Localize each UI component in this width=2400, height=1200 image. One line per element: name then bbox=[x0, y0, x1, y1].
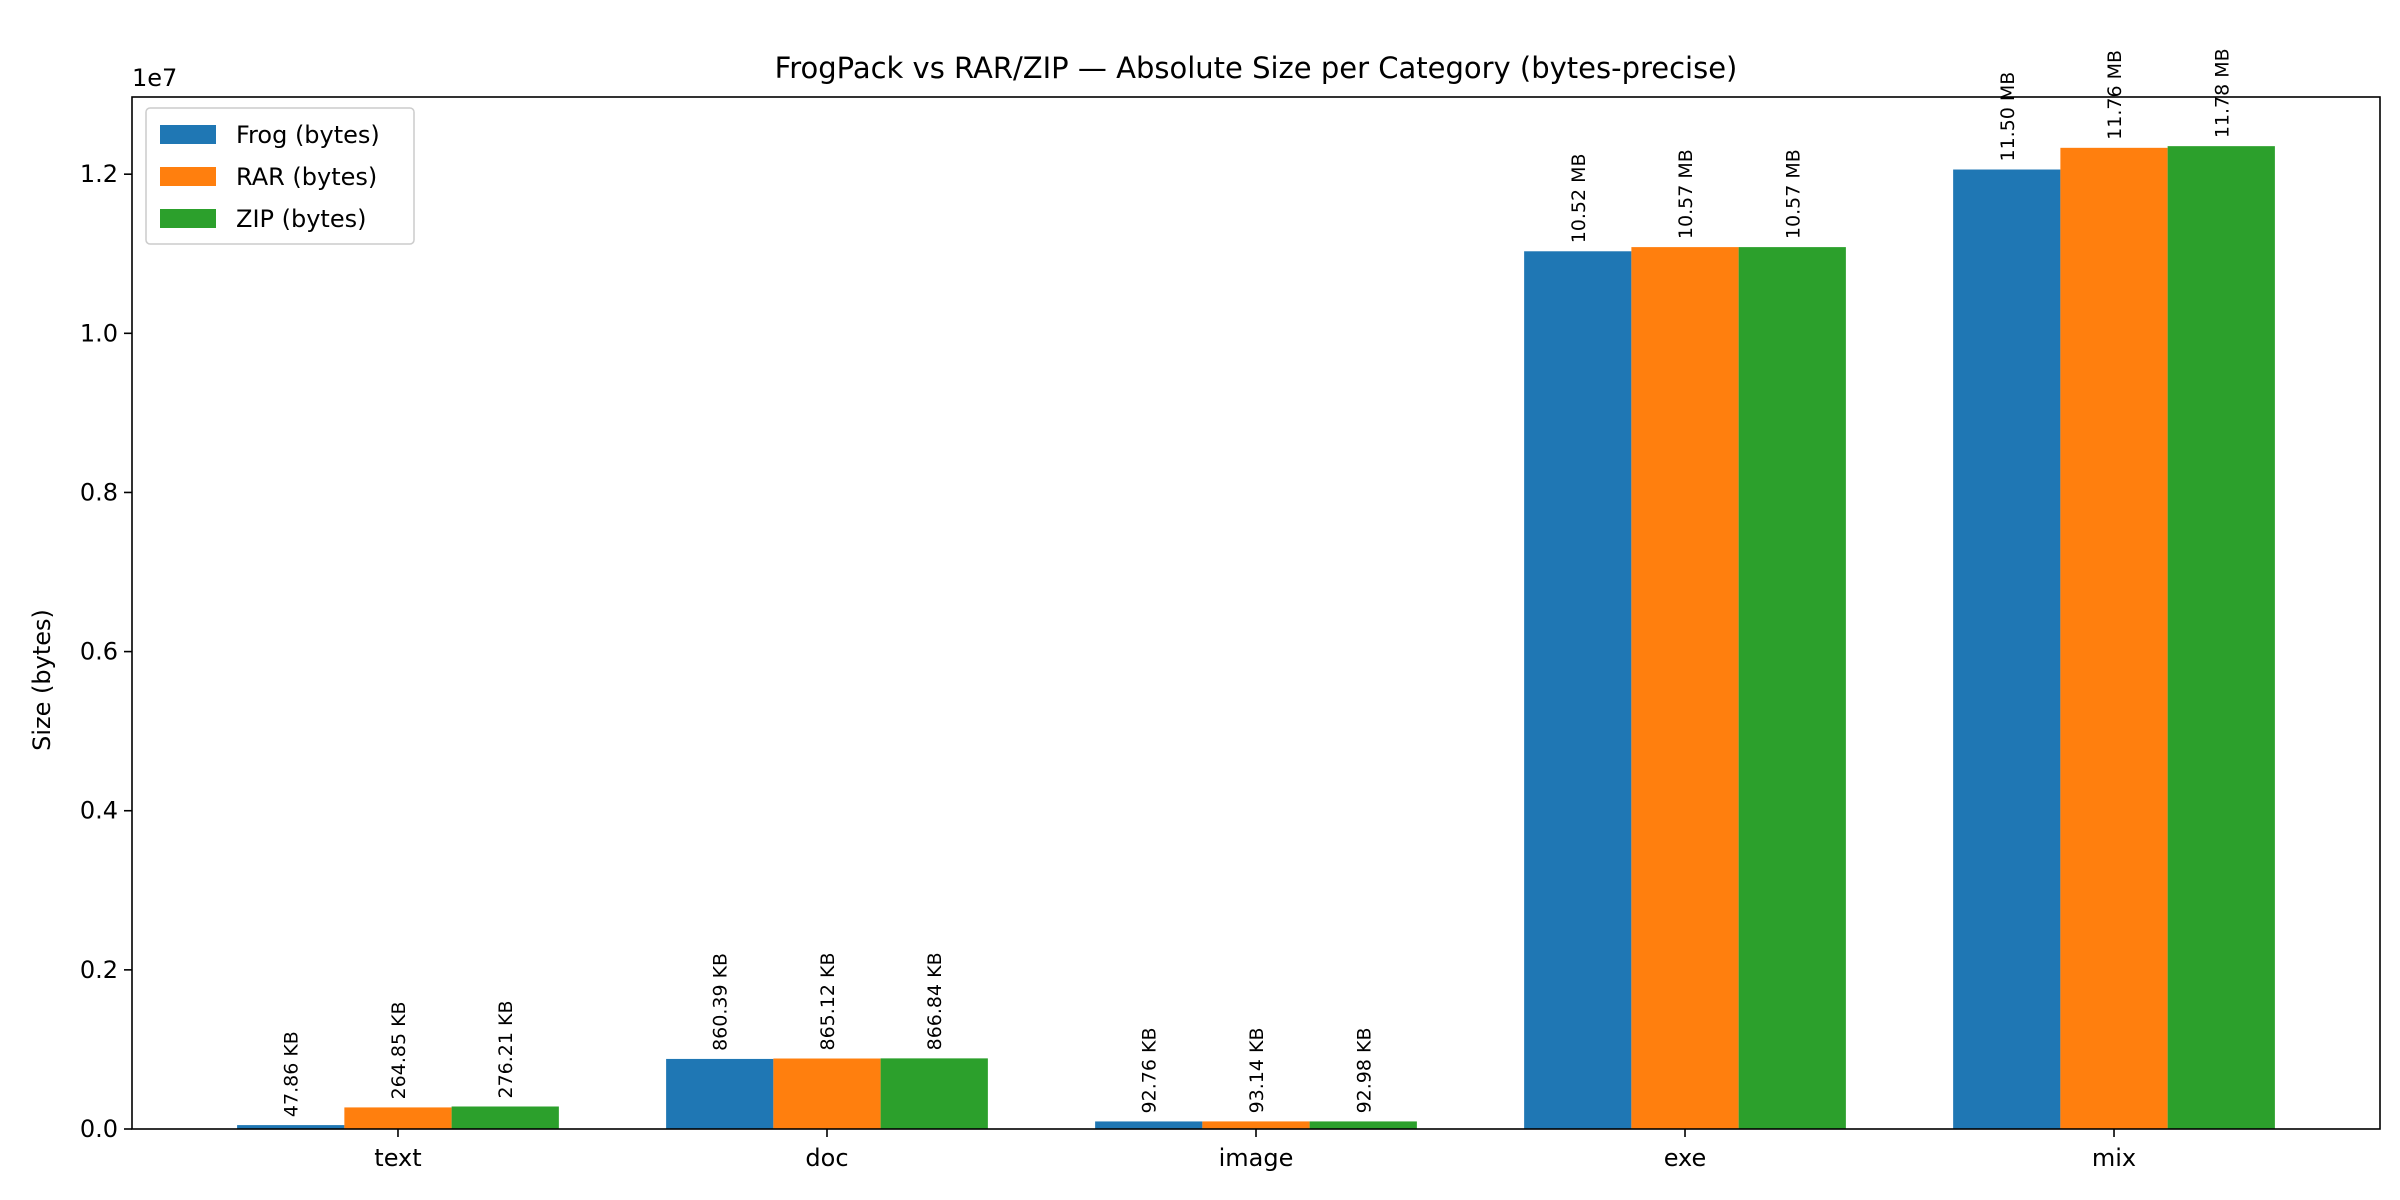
bar-image-zip bbox=[1309, 1121, 1417, 1129]
y-axis-label: Size (bytes) bbox=[28, 609, 56, 751]
bar-exe-rar bbox=[1631, 247, 1739, 1129]
bar-doc-frog bbox=[666, 1058, 774, 1129]
bar-text-zip bbox=[451, 1106, 559, 1129]
bar-text-rar bbox=[344, 1107, 452, 1129]
bar-exe-zip bbox=[1738, 247, 1846, 1129]
x-tick-label: text bbox=[374, 1144, 421, 1172]
bar-image-rar bbox=[1202, 1121, 1310, 1129]
bar-mix-zip bbox=[2167, 146, 2275, 1129]
data-labels-layer: 47.86 KB 860.39 KB 92.76 KB 10.52 MB 11.50 M… bbox=[281, 48, 2234, 1117]
x-tick-label: doc bbox=[805, 1144, 848, 1172]
plot-frame bbox=[131, 96, 2381, 1130]
bar-doc-rar bbox=[773, 1058, 881, 1129]
data-label: 10.57 MB bbox=[1675, 149, 1697, 239]
y-tick-label: 0.6 bbox=[80, 638, 118, 666]
data-label: 11.50 MB bbox=[1997, 72, 2019, 162]
data-label: 10.52 MB bbox=[1568, 153, 1590, 243]
y-tick-label: 0.0 bbox=[80, 1115, 118, 1143]
y-tick-label: 1.2 bbox=[80, 160, 118, 188]
bar-doc-zip bbox=[880, 1058, 988, 1129]
y-tick-label: 0.4 bbox=[80, 797, 118, 825]
bars-layer bbox=[237, 146, 2275, 1129]
data-label: 276.21 KB bbox=[495, 1000, 517, 1098]
data-label: 860.39 KB bbox=[710, 953, 732, 1051]
data-label: 92.98 KB bbox=[1353, 1027, 1375, 1113]
chart-title: FrogPack vs RAR/ZIP — Absolute Size per … bbox=[775, 51, 1738, 85]
y-tick-label: 0.2 bbox=[80, 956, 118, 984]
x-tick-label: exe bbox=[1664, 1144, 1707, 1172]
data-label: 865.12 KB bbox=[817, 952, 839, 1050]
data-label: 93.14 KB bbox=[1246, 1027, 1268, 1113]
legend-label: RAR (bytes) bbox=[236, 163, 377, 191]
bar-mix-frog bbox=[1953, 169, 2061, 1129]
y-axis-offset-label: 1e7 bbox=[132, 64, 177, 92]
data-label: 264.85 KB bbox=[388, 1001, 410, 1099]
data-label: 11.76 MB bbox=[2104, 50, 2126, 140]
data-label: 92.76 KB bbox=[1139, 1028, 1161, 1114]
x-axis: text doc image exe mix bbox=[374, 1129, 2136, 1172]
y-tick-label: 1.0 bbox=[80, 319, 118, 347]
data-label: 866.84 KB bbox=[924, 952, 946, 1050]
y-axis: 0.0 0.2 0.4 0.6 0.8 1.0 1.2 bbox=[80, 160, 132, 1143]
bar-text-frog bbox=[237, 1125, 345, 1129]
y-tick-label: 0.8 bbox=[80, 478, 118, 506]
x-tick-label: image bbox=[1219, 1144, 1294, 1172]
legend-swatch bbox=[160, 167, 216, 186]
legend-swatch bbox=[160, 125, 216, 144]
bar-mix-rar bbox=[2060, 147, 2168, 1129]
legend-label: Frog (bytes) bbox=[236, 121, 380, 149]
bar-image-frog bbox=[1095, 1121, 1203, 1129]
x-tick-label: mix bbox=[2092, 1144, 2136, 1172]
data-label: 11.78 MB bbox=[2211, 48, 2233, 138]
legend-label: ZIP (bytes) bbox=[236, 205, 366, 233]
data-label: 47.86 KB bbox=[281, 1031, 303, 1117]
bar-exe-frog bbox=[1524, 251, 1632, 1129]
legend-swatch bbox=[160, 209, 216, 228]
legend: Frog (bytes) RAR (bytes) ZIP (bytes) bbox=[145, 107, 415, 245]
data-label: 10.57 MB bbox=[1782, 149, 1804, 239]
